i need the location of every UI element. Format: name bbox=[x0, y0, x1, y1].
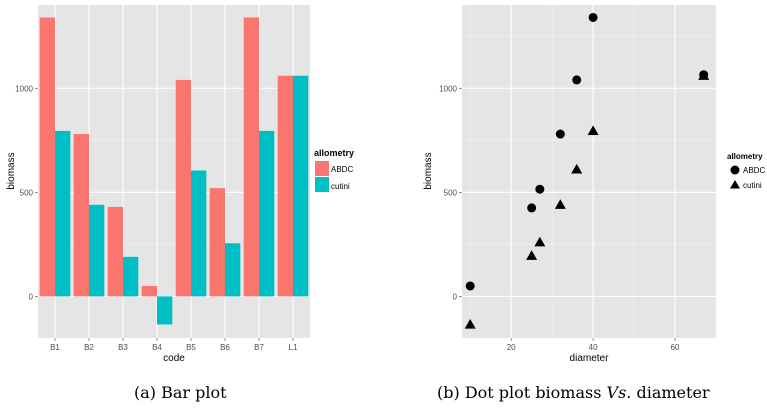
point-abdc-4 bbox=[572, 75, 582, 85]
caption-b-vs: Vs. bbox=[606, 383, 632, 402]
point-abdc-5 bbox=[588, 12, 598, 22]
caption-b-text-1: Dot plot biomass bbox=[464, 383, 602, 402]
y-tick-label-1000: 1000 bbox=[15, 84, 33, 93]
point-cutini-6 bbox=[698, 70, 710, 80]
bar-b4-cutini bbox=[157, 296, 173, 325]
x-tick-label-b1: B1 bbox=[50, 343, 60, 352]
bar-b5-cutini bbox=[191, 170, 207, 297]
bar-chart-legend-title: allometry bbox=[314, 148, 354, 158]
bar-b5-abdc bbox=[175, 79, 191, 297]
bar-chart-legend: allometry ABDC cutini bbox=[314, 148, 354, 192]
bar-b1-abdc bbox=[39, 17, 55, 297]
y-tick-label-0: 0 bbox=[453, 292, 458, 301]
bar-b2-cutini bbox=[89, 204, 105, 297]
x-tick-label-20: 20 bbox=[507, 343, 516, 352]
bar-chart-bars bbox=[39, 17, 309, 325]
bar-b6-cutini bbox=[225, 243, 241, 297]
caption-b: (b) Dot plot biomass Vs. diameter bbox=[437, 383, 710, 402]
x-tick-label-b5: B5 bbox=[186, 343, 196, 352]
x-tick-label-l1: L1 bbox=[289, 343, 298, 352]
x-tick-label-b6: B6 bbox=[220, 343, 230, 352]
scatter-axes: 0 500 1000 20 40 60 bbox=[439, 84, 680, 352]
y-tick-label-500: 500 bbox=[444, 188, 458, 197]
scatter-plot-background bbox=[462, 5, 716, 338]
y-tick-label-500: 500 bbox=[20, 188, 34, 197]
scatter-x-axis-label: diameter bbox=[570, 353, 610, 364]
legend-label-abdc: ABDC bbox=[331, 165, 353, 174]
bar-b7-cutini bbox=[259, 130, 275, 297]
legend-key-circle-icon bbox=[730, 165, 740, 175]
legend-key-triangle-icon bbox=[730, 180, 740, 189]
point-abdc-3 bbox=[555, 129, 565, 139]
point-cutini-4 bbox=[571, 163, 583, 174]
bar-chart-panel: 0 500 1000 B1 B2 B3 B4 B5 B6 B7 L1 code biomass al… bbox=[6, 5, 354, 364]
point-cutini-3 bbox=[554, 199, 566, 209]
bar-chart-y-axis-label: biomass bbox=[6, 152, 17, 189]
y-tick-label-1000: 1000 bbox=[439, 84, 457, 93]
x-tick-label-b3: B3 bbox=[118, 343, 128, 352]
caption-a-text: Bar plot bbox=[161, 383, 227, 402]
legend-label-cutini: cutini bbox=[743, 181, 762, 190]
bar-b3-cutini bbox=[123, 256, 139, 297]
scatter-y-axis-label: biomass bbox=[423, 152, 434, 189]
legend-key-abdc bbox=[315, 161, 329, 176]
point-cutini-1 bbox=[526, 250, 538, 260]
scatter-legend-title: allometry bbox=[727, 152, 763, 161]
bar-chart-axes: 0 500 1000 B1 B2 B3 B4 B5 B6 B7 L1 bbox=[15, 84, 298, 352]
bar-l1-abdc bbox=[277, 75, 293, 297]
x-tick-label-b2: B2 bbox=[84, 343, 94, 352]
caption-b-text-2: diameter bbox=[636, 383, 710, 402]
point-cutini-0 bbox=[464, 318, 476, 329]
caption-a-label: (a) bbox=[134, 383, 157, 402]
bar-b6-abdc bbox=[209, 188, 225, 297]
bar-b2-abdc bbox=[73, 134, 89, 297]
bar-l1-cutini bbox=[293, 75, 309, 297]
legend-label-abdc: ABDC bbox=[743, 166, 765, 175]
caption-b-label: (b) bbox=[437, 383, 460, 402]
point-abdc-0 bbox=[465, 281, 475, 291]
bar-b4-abdc bbox=[141, 285, 157, 297]
x-tick-label-60: 60 bbox=[671, 343, 680, 352]
bar-b1-cutini bbox=[55, 130, 71, 297]
x-tick-label-b4: B4 bbox=[152, 343, 162, 352]
scatter-points bbox=[464, 12, 710, 329]
bar-chart-x-axis-label: code bbox=[163, 353, 185, 364]
scatter-legend: allometry ABDC cutini bbox=[727, 152, 765, 190]
point-abdc-2 bbox=[535, 184, 545, 194]
point-cutini-2 bbox=[534, 236, 546, 247]
caption-a: (a) Bar plot bbox=[134, 383, 227, 402]
y-tick-label-0: 0 bbox=[29, 292, 34, 301]
bar-b3-abdc bbox=[107, 206, 123, 297]
bar-b7-abdc bbox=[243, 17, 259, 297]
legend-label-cutini: cutini bbox=[331, 182, 350, 191]
x-tick-label-40: 40 bbox=[589, 343, 598, 352]
point-cutini-5 bbox=[587, 125, 599, 136]
x-tick-label-b7: B7 bbox=[254, 343, 264, 352]
point-abdc-1 bbox=[527, 203, 537, 213]
scatter-chart-panel: 0 500 1000 20 40 60 diameter biomass allometr… bbox=[423, 5, 765, 364]
legend-key-cutini bbox=[315, 177, 329, 192]
